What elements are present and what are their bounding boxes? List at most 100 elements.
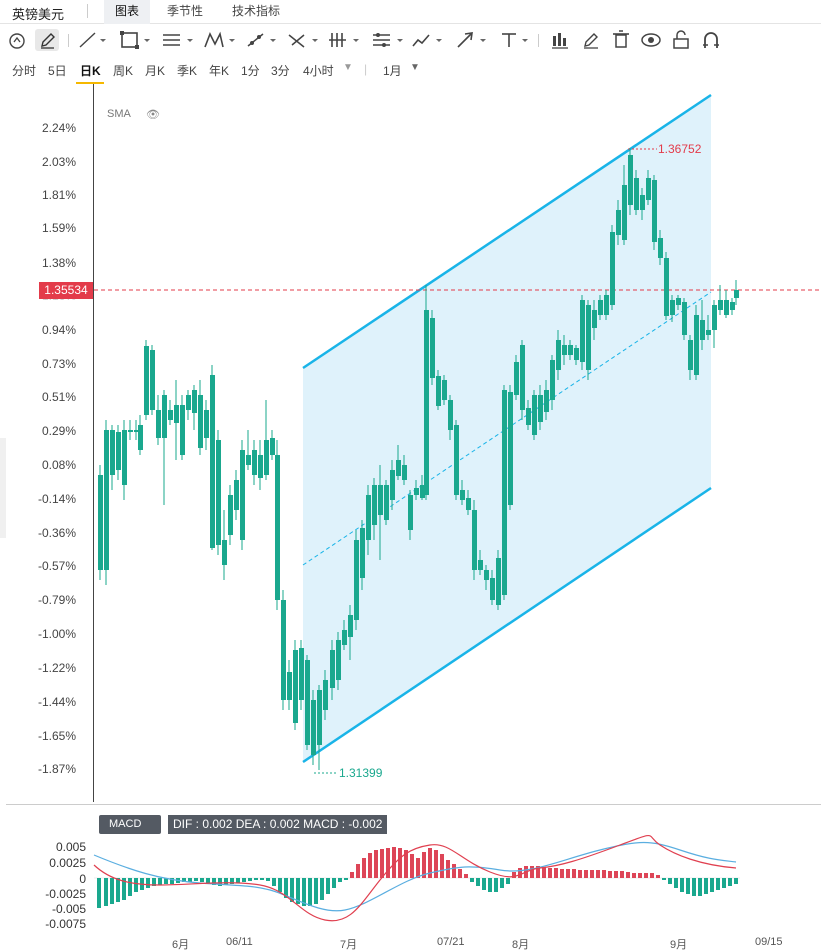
candle-body (216, 440, 221, 545)
period-dropdown-icon[interactable]: ▼ (343, 62, 353, 73)
candle-body (478, 560, 483, 570)
macd-y-label: 0.0025 (49, 856, 86, 870)
macd-histogram-bar (260, 878, 264, 880)
candle-body (694, 315, 699, 375)
period-intraday[interactable]: 分时 (12, 64, 37, 78)
candle-body (222, 540, 227, 565)
text-icon[interactable] (498, 29, 532, 51)
period-separator: | (364, 62, 368, 76)
bars-icon[interactable] (327, 29, 365, 51)
candle-icon[interactable] (549, 29, 571, 51)
macd-indicator-button[interactable]: MACD ▼ (99, 815, 161, 848)
candle-body (122, 430, 127, 485)
period-5d[interactable]: 5日 (48, 64, 67, 78)
period-daily[interactable]: 日K (80, 64, 101, 78)
candle-body (604, 295, 609, 315)
rectangle-icon[interactable] (118, 29, 154, 51)
macd-histogram-bar (242, 878, 246, 882)
current-price-tag: 1.35534 (39, 282, 93, 299)
candle-body (360, 528, 365, 578)
tab-seasonality[interactable]: 季节性 (166, 4, 203, 18)
pencil-icon[interactable] (35, 29, 59, 51)
macd-histogram-bar (464, 874, 468, 878)
price-chart-area[interactable]: 2.24% 2.03% 1.81% 1.59% 1.38% 1.16% 0.94… (0, 84, 821, 804)
candle-body (664, 258, 669, 316)
macd-histogram-bar (230, 878, 234, 884)
candle-body (466, 498, 471, 510)
instrument-title: 英镑美元 (12, 7, 65, 22)
candle-body (348, 615, 353, 637)
macd-histogram-bar (518, 868, 522, 878)
macd-histogram-bar (656, 875, 660, 878)
tab-technical-indicators[interactable]: 技术指标 (231, 4, 280, 18)
candle-body (700, 320, 705, 340)
eye-icon[interactable] (640, 29, 662, 51)
magnet-u-icon[interactable] (700, 29, 722, 51)
candle-body (299, 648, 304, 700)
tab-chart[interactable]: 图表 (104, 0, 150, 24)
brush-icon[interactable] (410, 29, 446, 51)
macd-histogram-bar (284, 878, 288, 898)
macd-histogram-bar (302, 878, 306, 906)
line-icon[interactable] (76, 29, 110, 51)
y-axis-label: 0.29% (41, 424, 76, 438)
sma-indicator-label[interactable]: SMA (107, 108, 131, 120)
period-weekly[interactable]: 周K (113, 64, 134, 78)
macd-histogram-bar (362, 858, 366, 878)
candle-body (424, 310, 429, 495)
arrow-icon[interactable] (454, 29, 490, 51)
candle-body (144, 346, 149, 415)
fibonacci-icon[interactable] (286, 29, 322, 51)
candle-body (198, 395, 203, 448)
candle-body (162, 395, 167, 438)
macd-label: MACD (109, 818, 142, 830)
period-1min[interactable]: 1分 (241, 64, 260, 78)
pane-separator[interactable] (6, 804, 821, 805)
candle-body (670, 300, 675, 315)
macd-histogram-bar (560, 869, 564, 878)
lock-icon[interactable] (670, 29, 692, 51)
left-collapse-handle[interactable] (0, 438, 6, 538)
candle-body (622, 185, 627, 240)
macd-histogram-bar (554, 868, 558, 878)
period-1month[interactable]: 1月 (383, 64, 402, 78)
period-1month-dropdown-icon[interactable]: ▼ (410, 62, 420, 73)
period-yearly[interactable]: 年K (209, 64, 230, 78)
parallel-lines-icon[interactable] (160, 29, 200, 51)
macd-histogram-bar (686, 878, 690, 894)
macd-histogram-bar (500, 878, 504, 888)
y-axis-label: -0.14% (37, 492, 76, 506)
channel-upper-line (302, 93, 712, 370)
list-icon[interactable] (370, 29, 408, 51)
candle-body (330, 650, 335, 688)
candle-body (718, 300, 723, 310)
period-monthly[interactable]: 月K (145, 64, 166, 78)
macd-histogram-bar (374, 850, 378, 878)
measure-icon[interactable] (244, 29, 280, 51)
macd-y-label: 0 (79, 872, 86, 886)
candle-body (460, 490, 465, 500)
y-axis-label: -1.87% (37, 762, 76, 776)
macd-histogram-bar (266, 878, 270, 881)
hide-eye-icon[interactable]: 👁 (146, 109, 160, 121)
period-3min[interactable]: 3分 (271, 64, 290, 78)
period-4h[interactable]: 4小时 (303, 64, 334, 78)
channel-lower-line (302, 486, 712, 764)
pattern-icon[interactable] (202, 29, 238, 51)
edit-icon[interactable] (580, 29, 602, 51)
magnet-icon[interactable] (6, 29, 28, 51)
period-quarterly[interactable]: 季K (177, 64, 198, 78)
macd-histogram-bar (158, 878, 162, 885)
candle-body (336, 640, 341, 680)
candle-body (658, 238, 663, 258)
x-axis-label: 6月 (172, 939, 190, 951)
macd-histogram-bar (332, 878, 336, 888)
candle-body (682, 302, 687, 335)
candle-body (293, 650, 298, 723)
macd-histogram-bar (122, 878, 126, 900)
candle-body (204, 410, 209, 438)
trash-icon[interactable] (610, 29, 632, 51)
macd-histogram-bar (368, 853, 372, 878)
candle-body (270, 438, 275, 455)
